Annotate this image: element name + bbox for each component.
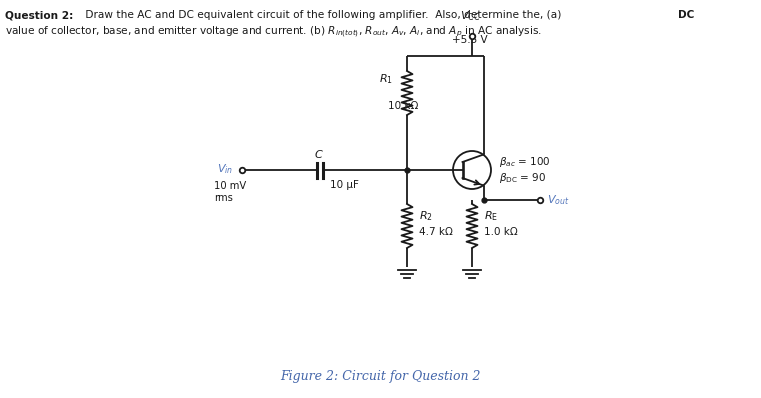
Text: $R_2$: $R_2$ [419,209,433,223]
Text: $V_{out}$: $V_{out}$ [547,193,569,207]
Text: $\beta_{\mathrm{DC}}$ = 90: $\beta_{\mathrm{DC}}$ = 90 [499,171,546,185]
Text: $V_{in}$: $V_{in}$ [217,162,233,176]
Text: Draw the AC and DC equivalent circuit of the following amplifier.  Also, determi: Draw the AC and DC equivalent circuit of… [82,10,565,20]
Text: 10 μF: 10 μF [330,180,359,190]
Text: 10 kΩ: 10 kΩ [388,101,419,111]
Text: $C$: $C$ [314,148,324,160]
Text: 4.7 kΩ: 4.7 kΩ [419,227,453,237]
Text: value of collector, base, and emitter voltage and current. (b) $R_{in(tot)}$, $R: value of collector, base, and emitter vo… [5,25,542,41]
Text: rms: rms [214,193,233,203]
Text: $\beta_{ac}$ = 100: $\beta_{ac}$ = 100 [499,155,551,169]
Text: Question 2:: Question 2: [5,10,73,20]
Text: DC: DC [678,10,694,20]
Text: 10 mV: 10 mV [214,181,247,191]
Text: +5.5 V: +5.5 V [452,35,488,45]
Text: Figure 2: Circuit for Question 2: Figure 2: Circuit for Question 2 [280,370,480,383]
Text: $R_{\mathrm{E}}$: $R_{\mathrm{E}}$ [484,209,498,223]
Text: $V_{\mathrm{CC}}$: $V_{\mathrm{CC}}$ [460,9,480,23]
Text: 1.0 kΩ: 1.0 kΩ [484,227,517,237]
Text: $R_1$: $R_1$ [379,72,393,86]
